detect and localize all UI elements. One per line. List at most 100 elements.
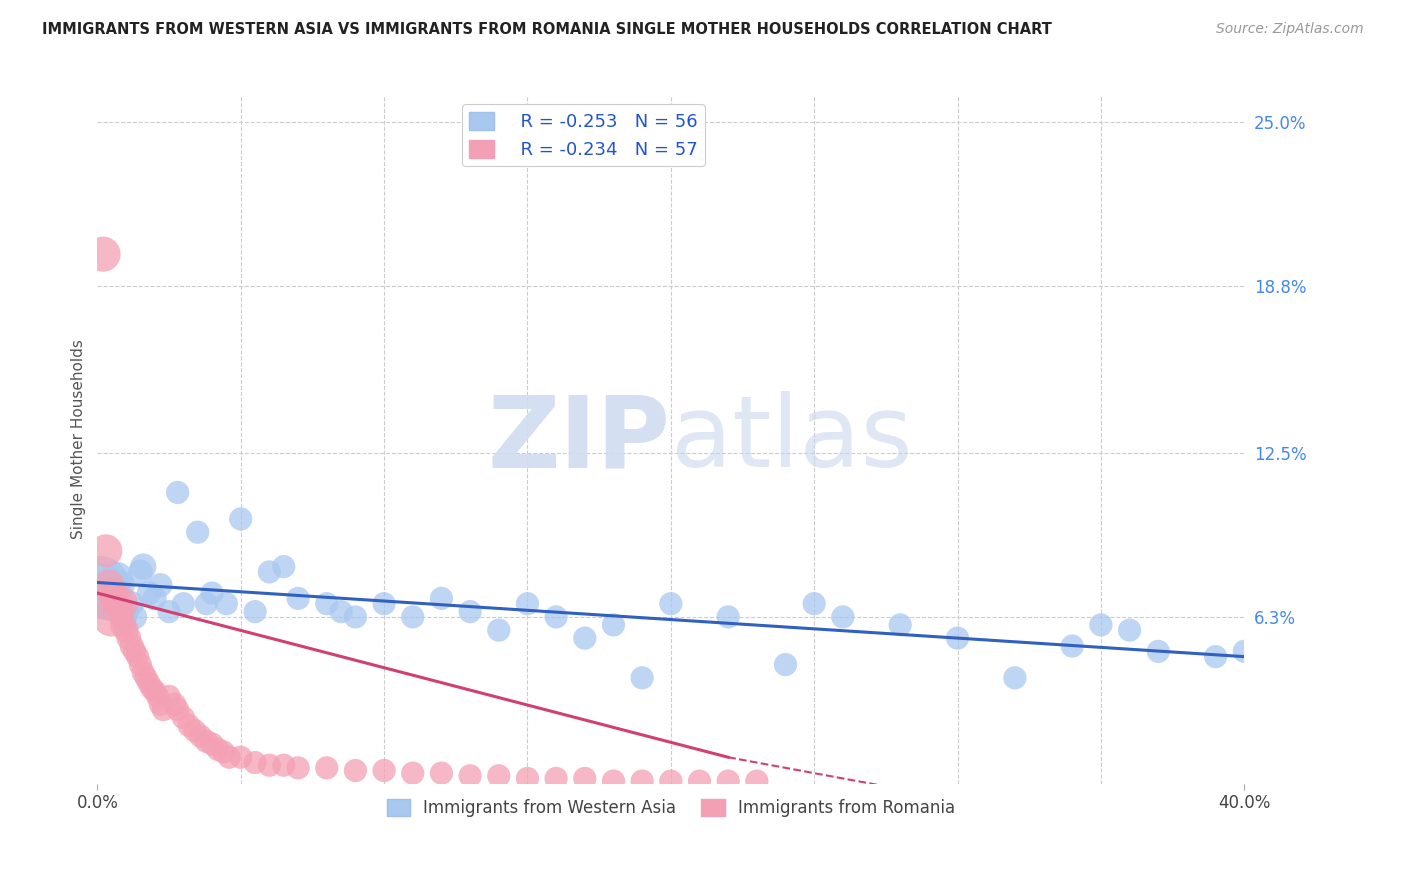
- Point: [1090, 618, 1112, 632]
- Point: [546, 610, 568, 624]
- Point: [91, 247, 114, 261]
- Point: [775, 657, 797, 672]
- Point: [243, 756, 266, 770]
- Point: [458, 605, 481, 619]
- Point: [212, 745, 235, 759]
- Point: [195, 734, 218, 748]
- Text: IMMIGRANTS FROM WESTERN ASIA VS IMMIGRANTS FROM ROMANIA SINGLE MOTHER HOUSEHOLDS: IMMIGRANTS FROM WESTERN ASIA VS IMMIGRAN…: [42, 22, 1052, 37]
- Text: ZIP: ZIP: [488, 391, 671, 488]
- Point: [103, 581, 125, 595]
- Point: [516, 772, 538, 786]
- Point: [229, 512, 252, 526]
- Point: [149, 578, 172, 592]
- Point: [124, 644, 146, 658]
- Point: [803, 597, 825, 611]
- Point: [287, 761, 309, 775]
- Point: [243, 605, 266, 619]
- Point: [190, 729, 212, 743]
- Point: [138, 586, 160, 600]
- Point: [574, 772, 596, 786]
- Point: [121, 639, 143, 653]
- Point: [94, 591, 117, 606]
- Point: [138, 676, 160, 690]
- Text: Source: ZipAtlas.com: Source: ZipAtlas.com: [1216, 22, 1364, 37]
- Point: [110, 578, 132, 592]
- Point: [259, 758, 281, 772]
- Point: [215, 597, 238, 611]
- Point: [717, 774, 740, 789]
- Point: [273, 758, 295, 772]
- Point: [100, 586, 122, 600]
- Point: [107, 570, 129, 584]
- Point: [121, 597, 143, 611]
- Point: [546, 772, 568, 786]
- Point: [91, 583, 114, 598]
- Point: [152, 703, 174, 717]
- Point: [135, 671, 157, 685]
- Point: [315, 761, 337, 775]
- Point: [163, 698, 186, 712]
- Point: [110, 605, 132, 619]
- Point: [745, 774, 768, 789]
- Point: [631, 774, 654, 789]
- Point: [1062, 639, 1084, 653]
- Point: [273, 559, 295, 574]
- Y-axis label: Single Mother Households: Single Mother Households: [72, 340, 86, 540]
- Point: [110, 597, 132, 611]
- Point: [132, 559, 155, 574]
- Point: [100, 597, 122, 611]
- Text: atlas: atlas: [671, 391, 912, 488]
- Point: [259, 565, 281, 579]
- Point: [146, 690, 169, 704]
- Point: [166, 703, 188, 717]
- Point: [218, 750, 240, 764]
- Point: [112, 618, 135, 632]
- Point: [574, 631, 596, 645]
- Point: [195, 597, 218, 611]
- Point: [1147, 644, 1170, 658]
- Point: [488, 623, 510, 637]
- Legend: Immigrants from Western Asia, Immigrants from Romania: Immigrants from Western Asia, Immigrants…: [380, 792, 962, 823]
- Point: [373, 764, 395, 778]
- Point: [118, 631, 141, 645]
- Point: [132, 665, 155, 680]
- Point: [458, 769, 481, 783]
- Point: [717, 610, 740, 624]
- Point: [97, 578, 120, 592]
- Point: [488, 769, 510, 783]
- Point: [89, 578, 111, 592]
- Point: [330, 605, 353, 619]
- Point: [631, 671, 654, 685]
- Point: [889, 618, 911, 632]
- Point: [201, 586, 224, 600]
- Point: [97, 586, 120, 600]
- Point: [207, 742, 229, 756]
- Point: [166, 485, 188, 500]
- Point: [831, 610, 853, 624]
- Point: [1205, 649, 1227, 664]
- Point: [107, 597, 129, 611]
- Point: [287, 591, 309, 606]
- Point: [402, 610, 425, 624]
- Point: [157, 605, 180, 619]
- Point: [172, 710, 194, 724]
- Point: [94, 543, 117, 558]
- Point: [201, 737, 224, 751]
- Point: [430, 766, 453, 780]
- Point: [127, 649, 149, 664]
- Point: [659, 597, 682, 611]
- Point: [344, 764, 367, 778]
- Point: [1118, 623, 1140, 637]
- Point: [187, 525, 209, 540]
- Point: [112, 610, 135, 624]
- Point: [115, 623, 138, 637]
- Point: [157, 690, 180, 704]
- Point: [172, 597, 194, 611]
- Point: [659, 774, 682, 789]
- Point: [143, 684, 166, 698]
- Point: [516, 597, 538, 611]
- Point: [344, 610, 367, 624]
- Point: [177, 718, 200, 732]
- Point: [602, 774, 624, 789]
- Point: [115, 605, 138, 619]
